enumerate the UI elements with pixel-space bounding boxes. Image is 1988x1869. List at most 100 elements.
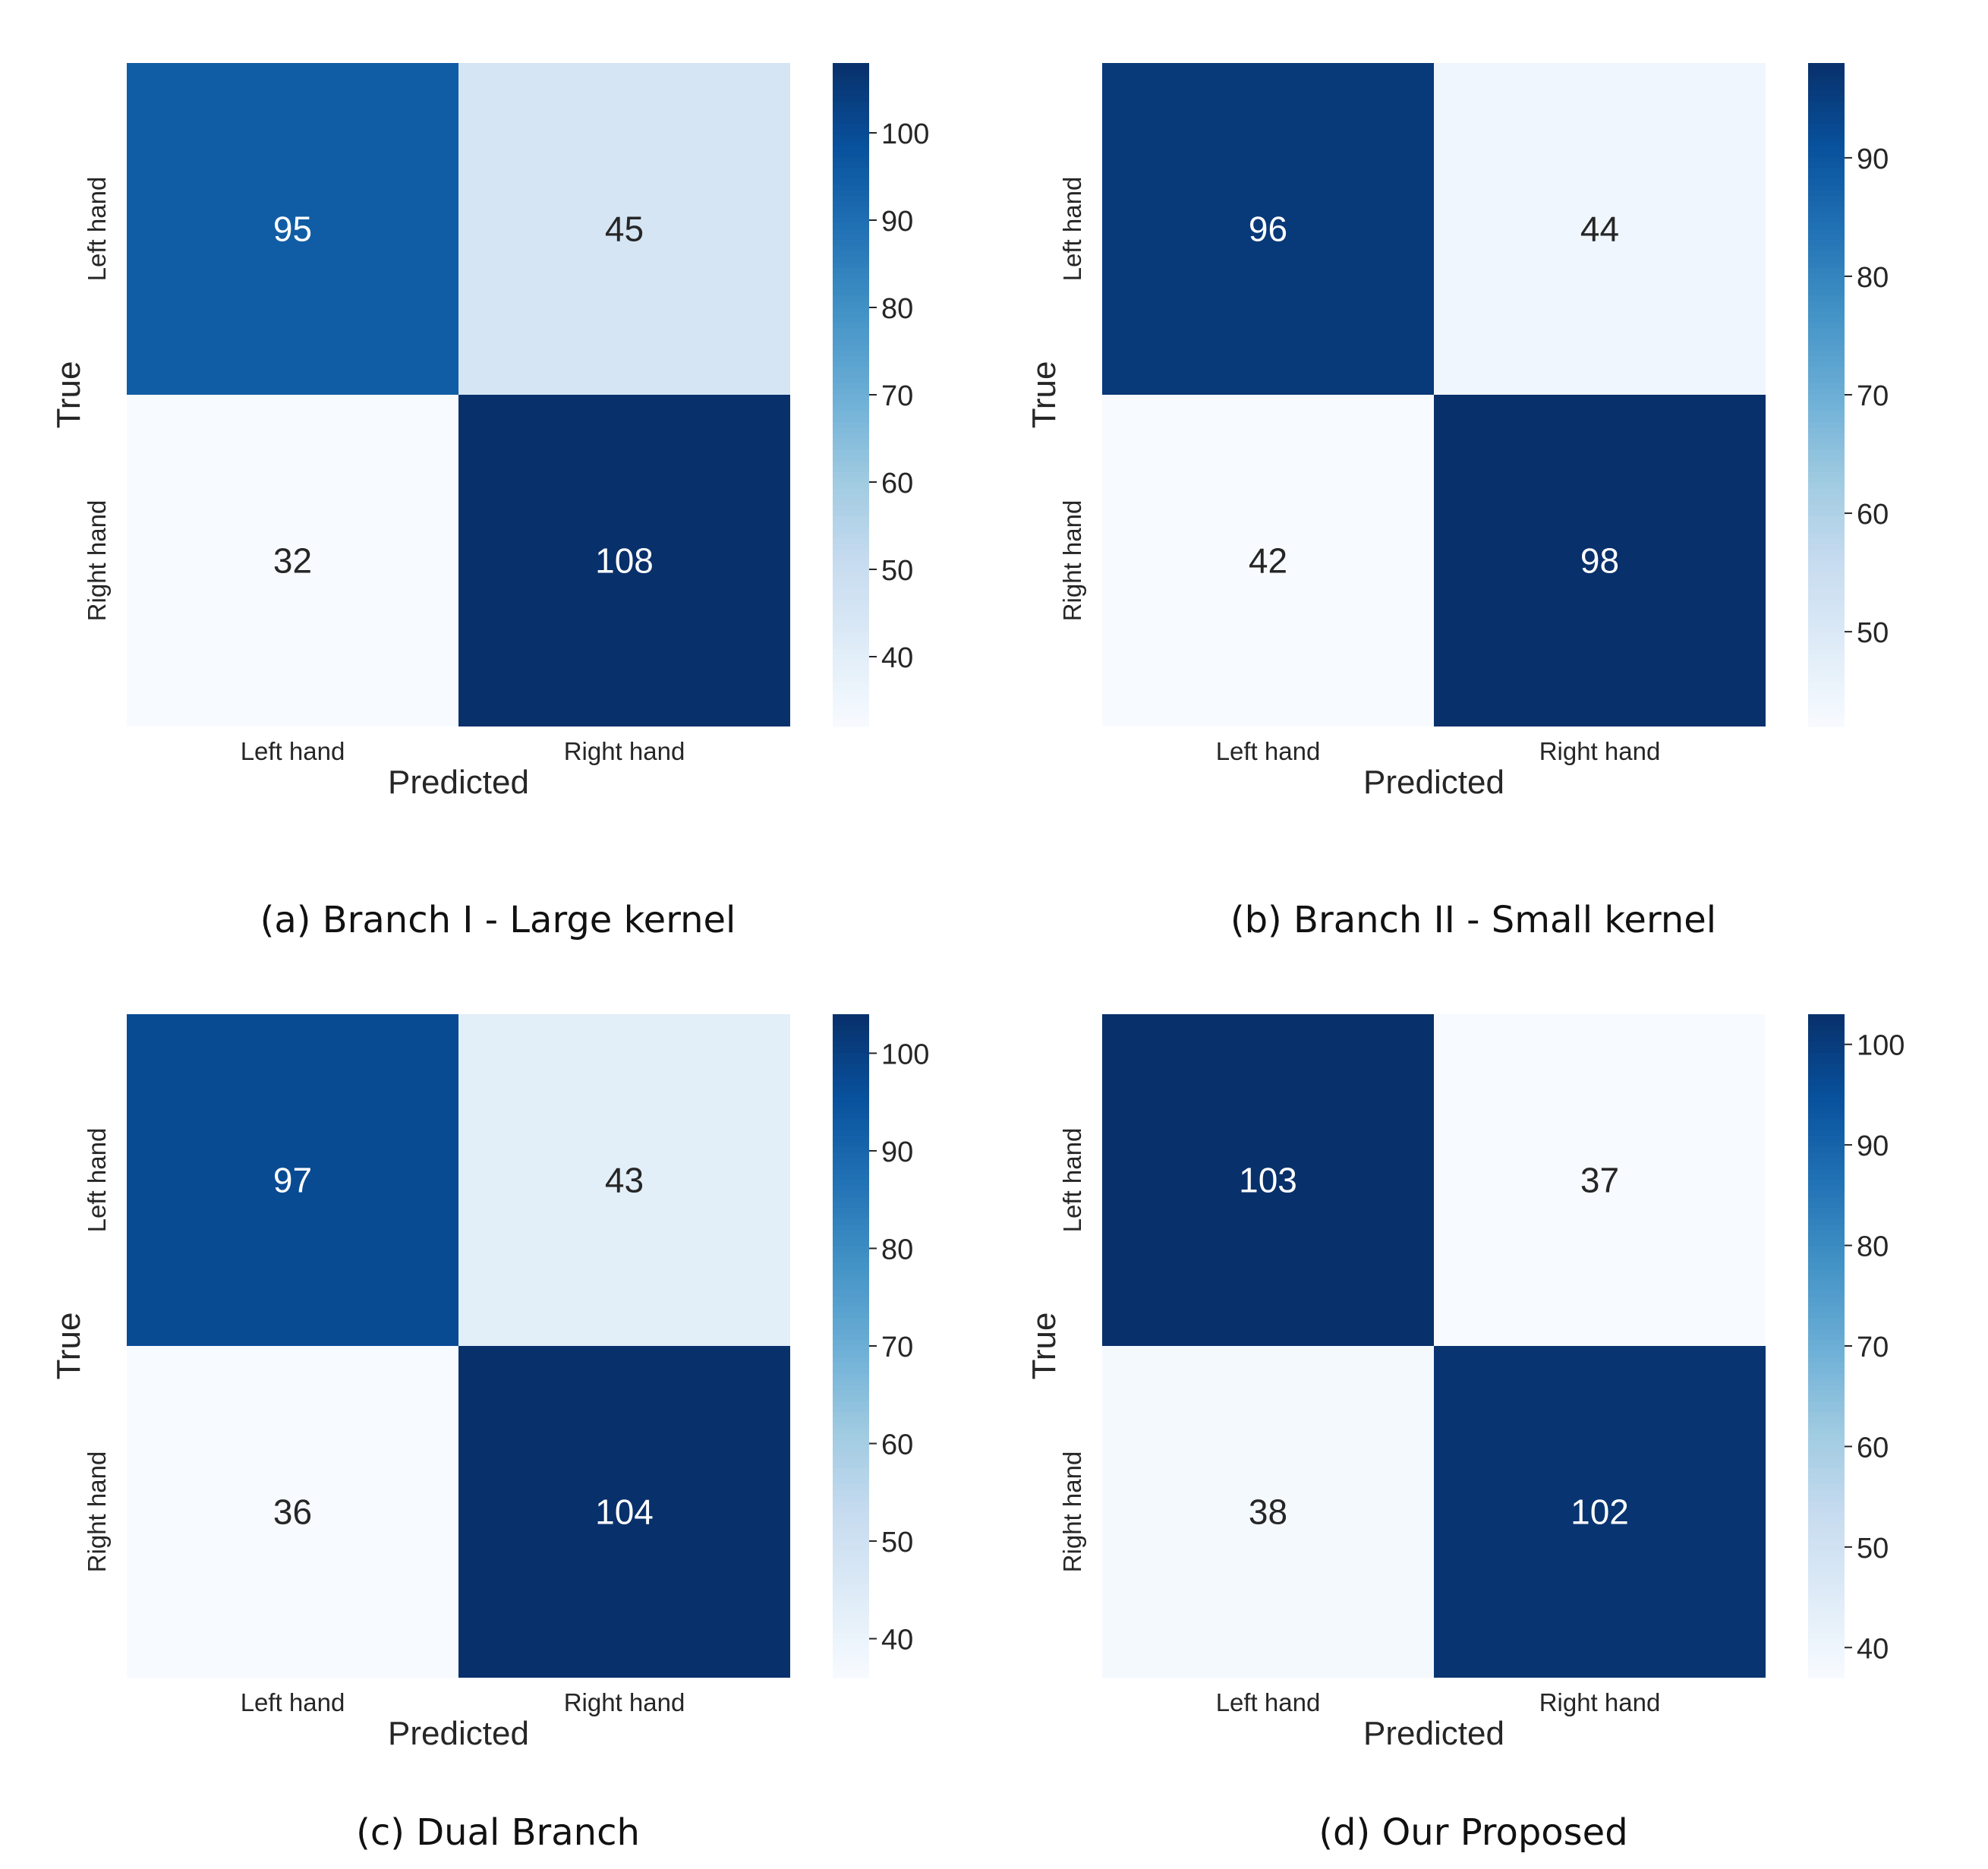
colorbar-segment — [833, 1114, 869, 1120]
colorbar-segment — [1808, 68, 1845, 75]
colorbar-segment — [1808, 533, 1845, 539]
colorbar-segment — [1808, 665, 1845, 672]
colorbar-segment — [1808, 1351, 1845, 1358]
colorbar-segment — [833, 1379, 869, 1385]
heatmap-cell-r1-c0 — [1102, 395, 1434, 726]
colorbar-segment — [1808, 240, 1845, 246]
colorbar-segment — [1808, 422, 1845, 429]
colorbar-segment — [1808, 339, 1845, 346]
colorbar-segment — [833, 112, 869, 119]
colorbar-segment — [833, 1473, 869, 1480]
colorbar-segment — [833, 649, 869, 655]
y-axis-label: True — [50, 361, 87, 429]
colorbar-segment — [833, 1340, 869, 1347]
colorbar-segment — [833, 1075, 869, 1081]
y-axis-label: True — [1026, 1313, 1063, 1380]
colorbar-segment — [1808, 1622, 1845, 1629]
colorbar-segment — [1808, 516, 1845, 523]
colorbar-segment — [1808, 323, 1845, 329]
colorbar-segment — [1808, 333, 1845, 340]
colorbar-segment — [1808, 1130, 1845, 1136]
colorbar-segment — [833, 90, 869, 97]
colorbar-segment — [833, 1461, 869, 1468]
colorbar-segment — [1808, 417, 1845, 424]
colorbar-segment — [833, 1224, 869, 1231]
colorbar-segment — [833, 1014, 869, 1020]
heatmap-cell-r0-c0 — [127, 1014, 458, 1346]
colorbar-segment — [833, 1202, 869, 1209]
colorbar-segment — [833, 118, 869, 124]
panel-3: 103 37 38 102 Left hand Right hand Left hand Ri… — [1026, 1014, 1905, 1854]
colorbar-segment — [833, 217, 869, 224]
colorbar-segment — [1808, 262, 1845, 269]
colorbar-segment — [833, 262, 869, 269]
colorbar-segment — [833, 616, 869, 622]
colorbar-segment — [1808, 195, 1845, 202]
x-axis-label: Predicted — [388, 1715, 529, 1752]
colorbar-segment — [833, 1307, 869, 1313]
colorbar-segment — [1808, 96, 1845, 102]
y-axis-label: True — [50, 1313, 87, 1380]
colorbar-segment — [1808, 356, 1845, 362]
colorbar-segment — [833, 483, 869, 490]
colorbar-segment — [833, 140, 869, 147]
colorbar-segment — [833, 1533, 869, 1540]
colorbar-segment — [1808, 1291, 1845, 1297]
colorbar-segment — [1808, 588, 1845, 594]
colorbar-segment — [833, 1036, 869, 1043]
colorbar-segment — [1808, 1362, 1845, 1369]
colorbar-segment — [1808, 1628, 1845, 1634]
heatmap-cell-r0-c1 — [458, 63, 790, 395]
cell-value-label: 43 — [605, 1161, 644, 1200]
colorbar-segment — [833, 582, 869, 589]
colorbar-segment — [833, 96, 869, 102]
colorbar-segment — [833, 1572, 869, 1579]
colorbar-segment — [1808, 1655, 1845, 1662]
colorbar-segment — [833, 1168, 869, 1175]
cell-value-label: 103 — [1239, 1161, 1297, 1200]
colorbar-segment — [1808, 1589, 1845, 1596]
colorbar-segment — [833, 1577, 869, 1584]
colorbar-segment — [833, 1467, 869, 1474]
colorbar-segment — [1808, 1335, 1845, 1341]
colorbar-segment — [833, 1517, 869, 1524]
colorbar-segment — [1808, 151, 1845, 158]
x-tick-label: Right hand — [1539, 1688, 1661, 1716]
colorbar-segment — [833, 433, 869, 440]
colorbar-segment — [833, 151, 869, 158]
colorbar-tick-label: 70 — [1857, 1332, 1889, 1363]
colorbar-segment — [1808, 1158, 1845, 1165]
colorbar-segment — [833, 1661, 869, 1668]
colorbar-segment — [1808, 1357, 1845, 1363]
colorbar-segment — [833, 1091, 869, 1098]
colorbar-segment — [833, 1584, 869, 1590]
colorbar-segment — [833, 1539, 869, 1546]
cell-value-label: 96 — [1249, 210, 1287, 249]
colorbar-segment — [1808, 1456, 1845, 1463]
colorbar-segment — [1808, 190, 1845, 197]
colorbar-segment — [1808, 1146, 1845, 1153]
heatmap-cell-r0-c1 — [1434, 1014, 1766, 1346]
colorbar-segment — [833, 1412, 869, 1419]
colorbar-segment — [833, 560, 869, 567]
colorbar-segment — [1808, 217, 1845, 224]
heatmap-cell-r1-c1 — [1434, 1346, 1766, 1678]
colorbar-segment — [1808, 367, 1845, 373]
colorbar-segment — [833, 212, 869, 219]
colorbar-segment — [833, 1611, 869, 1618]
colorbar-segment — [833, 74, 869, 80]
colorbar-segment — [1808, 1301, 1845, 1308]
colorbar-segment — [833, 68, 869, 75]
colorbar-segment — [833, 665, 869, 672]
colorbar-segment — [1808, 1650, 1845, 1656]
colorbar-segment — [833, 79, 869, 86]
colorbar-segment — [1808, 538, 1845, 545]
colorbar-segment — [833, 411, 869, 418]
colorbar-segment — [1808, 1213, 1845, 1220]
colorbar-segment — [833, 405, 869, 412]
colorbar-segment — [833, 1644, 869, 1651]
colorbar-segment — [1808, 500, 1845, 506]
colorbar-segment — [1808, 1086, 1845, 1092]
cell-value-label: 44 — [1580, 210, 1619, 249]
colorbar-segment — [1808, 1478, 1845, 1485]
